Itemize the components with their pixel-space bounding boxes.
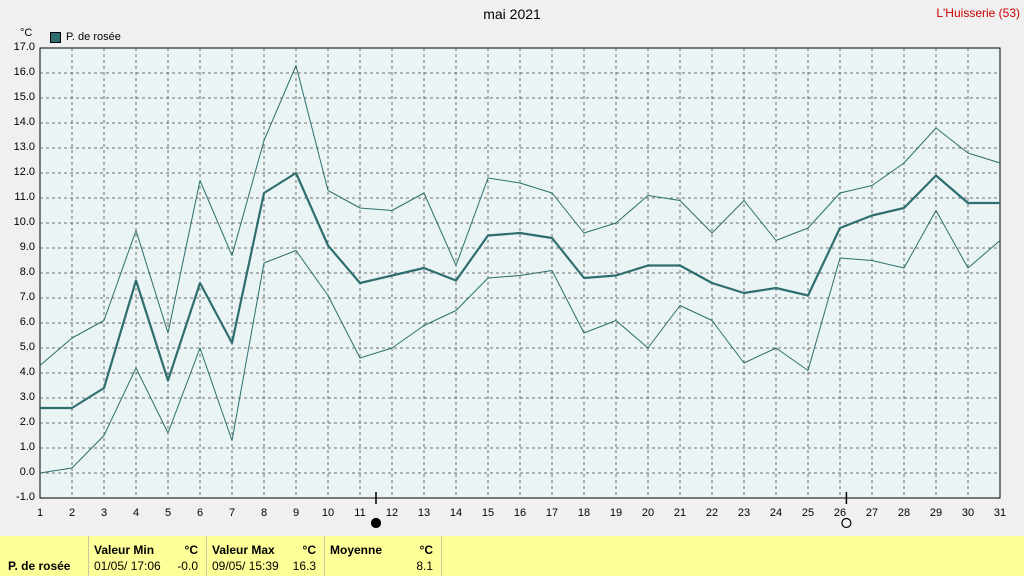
footer-series-label: P. de rosée — [8, 559, 71, 573]
y-tick-label: 1.0 — [19, 441, 35, 453]
y-tick-label: 14.0 — [13, 116, 35, 128]
footer-min-header: Valeur Min — [94, 543, 155, 557]
series-lines — [39, 65, 1001, 474]
y-tick-label: 13.0 — [13, 141, 35, 153]
footer-max-cell: Valeur Max °C 09/05/ 15:39 16.3 — [207, 536, 325, 576]
x-tick-label: 11 — [354, 507, 366, 519]
x-tick-label: 7 — [228, 507, 236, 519]
series-line-min — [39, 210, 1001, 474]
legend-label: P. de rosée — [66, 31, 121, 43]
x-tick-label: 4 — [132, 507, 140, 519]
y-tick-label: 16.0 — [13, 66, 35, 78]
x-tick-label: 12 — [385, 507, 399, 519]
footer-min-unit: °C — [184, 543, 198, 557]
x-tick-label: 1 — [36, 507, 44, 519]
y-tick-label: 3.0 — [19, 391, 35, 403]
x-tick-label: 5 — [164, 507, 172, 519]
x-tick-label: 8 — [260, 507, 268, 519]
x-tick-label: 23 — [737, 507, 751, 519]
footer-max-header: Valeur Max — [212, 543, 275, 557]
y-axis-unit: °C — [20, 27, 33, 39]
grid — [40, 48, 1000, 498]
footer-series-cell: P. de rosée — [0, 536, 89, 576]
footer-min-date: 01/05/ 17:06 — [94, 559, 161, 573]
series-line-max — [39, 65, 1001, 366]
y-tick-label: 8.0 — [19, 266, 35, 278]
legend-swatch — [50, 31, 61, 43]
footer-min-cell: Valeur Min °C 01/05/ 17:06 -0.0 — [89, 536, 207, 576]
x-tick-label: 10 — [321, 507, 335, 519]
series-line-mean — [40, 171, 1000, 410]
x-tick-label: 6 — [196, 507, 204, 519]
chart-title: mai 2021 — [483, 6, 541, 22]
x-tick-label: 24 — [769, 507, 783, 519]
x-tick-label: 20 — [641, 507, 655, 519]
chart-canvas — [39, 47, 1001, 529]
x-tick-label: 14 — [449, 507, 463, 519]
x-tick-label: 13 — [417, 507, 431, 519]
x-tick-label: 15 — [481, 507, 495, 519]
footer-avg-cell: Moyenne °C 8.1 — [325, 536, 442, 576]
y-tick-label: 2.0 — [19, 416, 35, 428]
footer-avg-value: 8.1 — [416, 559, 433, 573]
y-tick-label: 12.0 — [13, 166, 35, 178]
x-tick-label: 30 — [961, 507, 975, 519]
y-tick-label: 0.0 — [19, 466, 35, 478]
footer-avg-unit: °C — [419, 543, 433, 557]
footer-max-date: 09/05/ 15:39 — [212, 559, 279, 573]
stats-footer: P. de rosée Valeur Min °C 01/05/ 17:06 -… — [0, 536, 1024, 576]
footer-max-unit: °C — [302, 543, 316, 557]
moon-phases — [370, 492, 852, 529]
x-tick-label: 17 — [545, 507, 559, 519]
x-tick-label: 18 — [577, 507, 591, 519]
y-tick-label: 6.0 — [19, 316, 35, 328]
x-tick-label: 27 — [865, 507, 879, 519]
x-tick-label: 28 — [897, 507, 911, 519]
new-moon-icon — [370, 517, 382, 529]
x-tick-label: 16 — [513, 507, 527, 519]
full-moon-icon — [841, 517, 852, 529]
footer-min-value: -0.0 — [177, 559, 198, 573]
footer-max-value: 16.3 — [292, 559, 316, 573]
y-tick-label: 10.0 — [13, 216, 35, 228]
y-tick-label: 15.0 — [13, 91, 35, 103]
y-tick-label: 4.0 — [19, 366, 35, 378]
x-tick-label: 21 — [673, 507, 687, 519]
footer-avg-header: Moyenne — [330, 543, 383, 557]
x-tick-label: 31 — [993, 507, 1007, 519]
y-tick-label: 11.0 — [14, 191, 35, 203]
x-tick-label: 22 — [705, 507, 719, 519]
y-tick-label: -1.0 — [16, 491, 35, 503]
x-tick-label: 19 — [609, 507, 623, 519]
legend: P. de rosée — [50, 31, 121, 43]
y-tick-label: 5.0 — [19, 341, 35, 353]
y-tick-label: 9.0 — [19, 241, 35, 253]
x-tick-label: 25 — [801, 507, 815, 519]
station-name: L'Huisserie (53) — [936, 6, 1020, 20]
y-tick-label: 7.0 — [19, 291, 35, 303]
x-tick-label: 9 — [292, 507, 300, 519]
x-tick-label: 2 — [68, 507, 76, 519]
x-tick-label: 29 — [929, 507, 943, 519]
x-tick-label: 26 — [833, 507, 847, 519]
x-tick-label: 3 — [100, 507, 108, 519]
y-tick-label: 17.0 — [13, 41, 35, 53]
